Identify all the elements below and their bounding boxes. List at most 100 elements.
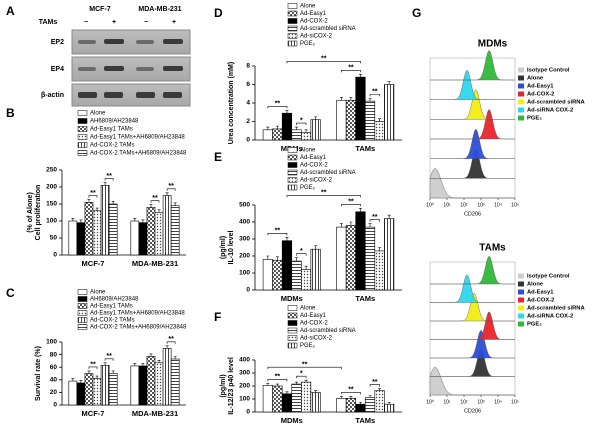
significance-bracket — [341, 392, 361, 395]
legend-swatch — [518, 67, 524, 73]
significance-label: ** — [106, 173, 112, 180]
y-tick-label: 200 — [46, 184, 57, 191]
bar — [301, 132, 312, 141]
legend-swatch — [287, 184, 298, 191]
bar — [384, 84, 395, 141]
legend-swatch — [77, 110, 88, 116]
error-bar — [387, 214, 391, 219]
legend-label: PGE₂ — [527, 116, 542, 122]
significance-label: ** — [275, 374, 281, 381]
legend-label: Ad-siCOX-2 — [300, 336, 333, 342]
error-bar — [314, 116, 318, 120]
bar — [262, 129, 273, 141]
error-bar — [141, 363, 145, 366]
significance-bracket — [296, 253, 307, 256]
legend-label: Isotype Control — [527, 68, 570, 74]
y-tick-label: 400 — [239, 219, 250, 226]
legend-swatch — [287, 18, 298, 24]
legend-swatch — [77, 134, 88, 140]
histogram — [429, 69, 516, 100]
legend-swatch — [287, 10, 298, 17]
y-tick-label: 0 — [53, 402, 57, 409]
legend-label: Ad-siRNA COX-2 — [527, 108, 573, 114]
legend-swatch — [77, 118, 88, 124]
significance-label: * — [300, 248, 303, 255]
legend-label: Ad-Easy1 — [300, 11, 327, 17]
y-axis-label: (% of Alone) — [27, 192, 34, 233]
legend-swatch — [287, 162, 298, 168]
error-bar — [165, 192, 169, 196]
significance-bracket — [104, 358, 114, 361]
bar — [146, 207, 156, 256]
histogram — [429, 168, 515, 199]
error-bar — [141, 219, 145, 223]
error-bar — [71, 217, 75, 221]
legend-swatch — [518, 273, 524, 279]
x-tick-label: 10⁰ — [426, 202, 434, 208]
y-axis-label: (pg/ml) — [220, 236, 227, 259]
bar — [374, 121, 385, 141]
legend-label: Alone — [90, 111, 106, 117]
legend-swatch — [518, 321, 524, 327]
legend-swatch — [287, 3, 298, 9]
legend-swatch — [287, 177, 298, 183]
y-axis-label: (pg/ml) — [220, 374, 227, 397]
bar — [345, 99, 356, 141]
condition: + — [172, 19, 176, 26]
legend-label: Ad-siCOX-2 — [300, 34, 333, 40]
y-tick-label: 200 — [239, 383, 250, 390]
legend-label: Isotype Control — [527, 274, 570, 280]
bar — [345, 225, 356, 291]
condition: − — [144, 19, 148, 26]
bar — [108, 373, 118, 406]
legend-label: Ad-COX-2 — [527, 298, 554, 304]
error-bar — [103, 182, 107, 186]
histogram — [430, 109, 515, 140]
legend-label: Ad-scrambled siRNA — [300, 170, 356, 176]
y-tick-label: 150 — [46, 201, 57, 208]
error-bar — [95, 207, 99, 211]
significance-bracket — [286, 61, 361, 64]
bar — [272, 259, 283, 291]
x-tick-label: TAMs — [355, 294, 375, 303]
y-tick-label: 250 — [46, 167, 57, 174]
legend-label: Ad-Easy1 — [527, 290, 554, 296]
x-axis-label: CD206 — [464, 211, 481, 217]
bar — [76, 222, 86, 256]
bar — [68, 380, 78, 406]
bar — [92, 378, 102, 406]
legend-label: Ad-COX-2 — [300, 321, 328, 327]
bar — [272, 128, 283, 141]
bar — [336, 99, 347, 141]
error-bar — [304, 265, 308, 270]
legend-label: Ad-siRNA COX-2 — [527, 314, 573, 320]
y-tick-label: 300 — [239, 236, 250, 243]
bar — [291, 383, 302, 413]
legend-swatch — [287, 169, 298, 176]
significance-label: * — [300, 117, 303, 124]
error-bar — [295, 381, 299, 385]
error-bar — [339, 223, 343, 228]
x-tick-label: MCF-7 — [82, 259, 105, 268]
y-tick-label: 20 — [50, 389, 58, 396]
y-tick-label: 60 — [50, 364, 58, 371]
legend-swatch — [77, 296, 88, 302]
legend-label: Alone — [300, 4, 316, 10]
legend-label: Alone — [90, 290, 106, 296]
bar — [281, 112, 293, 141]
legend-swatch — [518, 289, 524, 295]
error-bar — [103, 362, 107, 366]
x-tick-label: 10⁰ — [426, 399, 434, 405]
y-tick-label: 80 — [50, 351, 58, 358]
significance-bracket — [166, 341, 176, 344]
error-bar — [79, 380, 83, 383]
legend-swatch — [287, 25, 298, 32]
legend-swatch — [287, 33, 298, 39]
legend-swatch — [77, 303, 88, 309]
histogram — [430, 256, 515, 285]
error-bar — [339, 396, 343, 399]
x-tick-label: MCF-7 — [82, 409, 105, 418]
x-tick-label: 10⁵ — [511, 399, 519, 405]
error-bar — [387, 401, 391, 405]
significance-bracket — [286, 195, 361, 198]
